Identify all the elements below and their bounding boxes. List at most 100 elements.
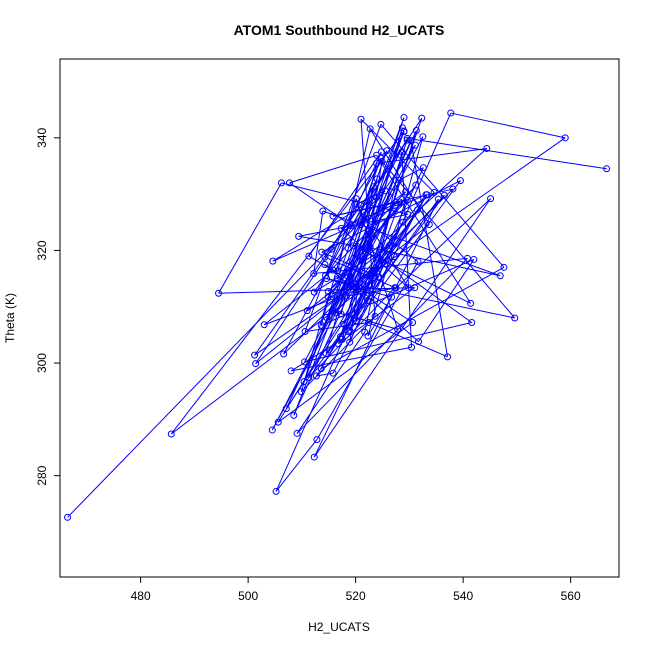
data-point — [344, 328, 352, 336]
series-line-segment — [398, 167, 424, 181]
data-point — [324, 288, 332, 296]
data-point — [290, 411, 298, 419]
series-line-segment — [308, 255, 334, 271]
data-point — [365, 281, 373, 289]
series-line-segment — [360, 119, 376, 317]
series-line-segment — [350, 117, 423, 226]
data-point — [301, 358, 309, 366]
data-point — [373, 159, 381, 167]
data-point — [449, 185, 457, 193]
data-point — [447, 109, 455, 117]
data-point — [277, 179, 285, 187]
series-line-segment — [170, 276, 380, 435]
data-point — [215, 289, 223, 297]
data-point — [366, 125, 374, 133]
data-point — [412, 127, 420, 135]
data-point — [392, 199, 400, 207]
series-line-segment — [340, 228, 409, 288]
data-point — [272, 487, 280, 495]
data-point — [319, 207, 327, 215]
series-line-segment — [355, 190, 386, 205]
data-point — [468, 319, 476, 327]
series-line-segment — [380, 123, 505, 268]
data-point — [322, 272, 330, 280]
chart-title: ATOM1 Southbound H2_UCATS — [234, 22, 445, 38]
series-line-segment — [353, 245, 471, 304]
data-point — [407, 137, 415, 145]
series-line-segment — [327, 148, 488, 292]
data-point — [329, 212, 337, 220]
y-tick-label: 280 — [35, 465, 49, 485]
series-line-segment — [304, 322, 472, 363]
series-line-segment — [255, 224, 430, 364]
series-line-segment — [327, 246, 369, 292]
series-line-segment — [316, 261, 419, 440]
data-point — [363, 244, 371, 252]
data-point — [321, 253, 329, 261]
data-point — [409, 319, 417, 327]
data-point — [310, 288, 318, 296]
data-point — [395, 176, 403, 184]
series-line-segment — [349, 117, 405, 278]
data-point — [376, 246, 384, 254]
data-point — [411, 141, 419, 149]
data-point — [444, 353, 452, 361]
series-line-segment — [380, 249, 501, 277]
data-point — [340, 320, 348, 328]
series-line-segment — [326, 202, 397, 318]
data-point — [280, 350, 288, 358]
series-line-segment — [308, 317, 355, 378]
data-point — [561, 134, 569, 142]
data-point — [287, 367, 295, 375]
data-point — [305, 374, 313, 382]
series-line-segment — [410, 140, 449, 357]
series-line-segment — [300, 315, 376, 393]
data-point — [456, 177, 464, 185]
series-line-segment — [303, 117, 405, 382]
series-line-segment — [336, 157, 382, 280]
data-point — [400, 127, 408, 135]
data-point — [269, 257, 277, 265]
series-line-segment — [218, 182, 282, 294]
x-tick-label: 560 — [561, 589, 581, 603]
x-axis: 480 500 520 540 560 — [131, 577, 581, 603]
data-point — [385, 241, 393, 249]
x-tick-label: 480 — [131, 589, 151, 603]
data-point — [369, 183, 377, 191]
data-point — [375, 273, 383, 281]
data-point — [347, 281, 355, 289]
data-point — [390, 253, 398, 261]
data-point — [418, 114, 426, 122]
data-point — [399, 218, 407, 226]
data-point — [487, 195, 495, 203]
series-line-segment — [263, 269, 334, 326]
data-point — [425, 221, 433, 229]
series-line-segment — [401, 151, 413, 348]
data-point — [342, 292, 350, 300]
data-point — [286, 179, 294, 187]
data-point — [496, 272, 504, 280]
series-line-segment — [255, 249, 332, 364]
series-line-segment — [340, 201, 400, 229]
data-point — [413, 206, 421, 214]
data-point — [423, 191, 431, 199]
y-tick-label: 320 — [35, 240, 49, 260]
data-point — [483, 145, 491, 153]
data-point — [300, 378, 308, 386]
data-point — [434, 195, 442, 203]
data-point — [324, 293, 332, 301]
data-point — [419, 133, 427, 141]
data-point — [251, 351, 259, 359]
data-point — [402, 188, 410, 196]
series-line-segment — [281, 182, 408, 215]
data-point — [297, 388, 305, 396]
y-tick-label: 300 — [35, 353, 49, 373]
series-line-segment — [277, 322, 413, 423]
series-line-segment — [326, 144, 416, 318]
x-axis-label: H2_UCATS — [308, 620, 370, 634]
data-point — [322, 349, 330, 357]
series-line-segment — [313, 257, 468, 275]
data-point — [323, 313, 331, 321]
series-line-segment — [350, 130, 405, 286]
